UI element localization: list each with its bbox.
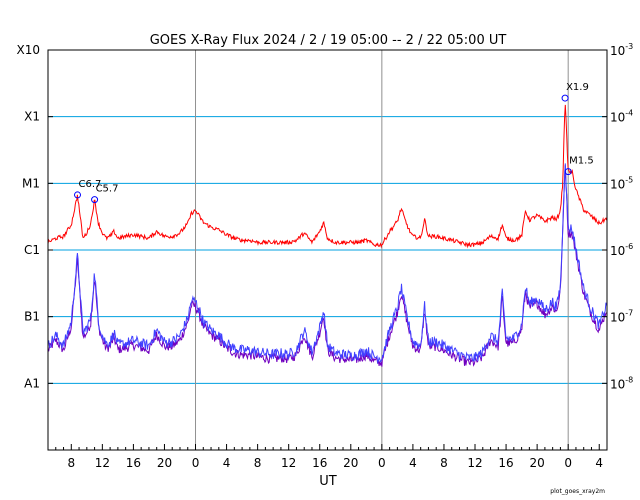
flare-marker (561, 94, 569, 102)
flare-markers: C6.7C5.7 X1.9 M1.5 (74, 82, 594, 204)
axes: X10 X1 M1 C1 B1 A1 10-3 10-4 10-5 10-6 10-7 10-8 8 12… (17, 42, 634, 470)
flare-label: C5.7 (96, 184, 119, 195)
x-tick-label: 4 (595, 456, 603, 470)
x-axis-label: UT (319, 474, 337, 489)
credit-label: plot_goes_xray2m (550, 488, 605, 495)
y-tick-label-right: 10-3 (610, 42, 633, 58)
y-tick-label-right: 10-4 (610, 109, 633, 125)
y-tick-label-left: M1 (22, 176, 40, 190)
flare-marker (564, 168, 572, 176)
x-tick-label: 12 (281, 456, 296, 470)
x-tick-label: 16 (312, 456, 327, 470)
x-tick-label: 8 (67, 456, 75, 470)
chart-title: GOES X-Ray Flux 2024 / 2 / 19 05:00 -- 2… (150, 33, 507, 48)
x-tick-label: 20 (343, 456, 358, 470)
x-tick-label: 0 (564, 456, 572, 470)
flare-marker (74, 191, 82, 199)
x-tick-label: 20 (157, 456, 172, 470)
x-tick-label: 16 (126, 456, 141, 470)
y-tick-label-right: 10-7 (610, 309, 633, 325)
series-group (47, 104, 608, 367)
y-tick-label-right: 10-8 (610, 375, 633, 391)
y-tick-label-right: 10-6 (610, 242, 633, 258)
y-tick-label-left: C1 (24, 243, 40, 257)
x-tick-label: 8 (440, 456, 448, 470)
y-tick-label-left: X1 (24, 110, 40, 124)
series-short-channel (47, 163, 608, 365)
x-tick-label: 12 (467, 456, 482, 470)
series-long-channel (47, 104, 608, 249)
flare-marker (91, 196, 99, 204)
x-tick-label: 4 (409, 456, 417, 470)
x-tick-label: 20 (529, 456, 544, 470)
x-tick-label: 4 (223, 456, 231, 470)
y-tick-label-left: X10 (17, 43, 41, 57)
flare-label: X1.9 (566, 82, 589, 93)
y-tick-label-left: A1 (24, 376, 40, 390)
grid-lines (48, 50, 607, 450)
x-tick-label: 16 (498, 456, 513, 470)
flare-label: M1.5 (569, 156, 594, 167)
x-tick-label: 8 (254, 456, 262, 470)
y-tick-label-left: B1 (24, 310, 40, 324)
y-tick-label-right: 10-5 (610, 175, 633, 191)
x-tick-label: 12 (95, 456, 110, 470)
flare-label: C6.7 (79, 179, 102, 190)
x-tick-label: 0 (192, 456, 200, 470)
x-tick-label: 0 (378, 456, 386, 470)
